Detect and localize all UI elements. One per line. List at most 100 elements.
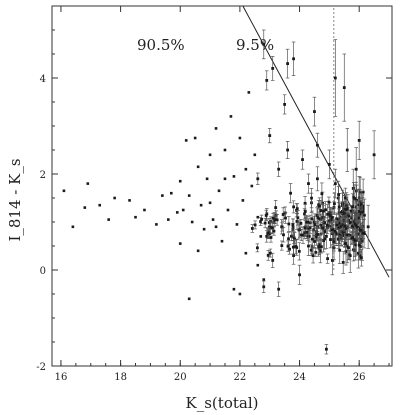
data-point bbox=[307, 234, 311, 238]
data-point bbox=[244, 251, 248, 255]
data-point bbox=[361, 231, 365, 235]
data-point bbox=[333, 229, 337, 233]
data-point bbox=[347, 253, 351, 257]
data-point bbox=[260, 218, 263, 221]
data-point bbox=[312, 220, 316, 224]
data-point bbox=[332, 240, 336, 244]
data-point bbox=[305, 230, 309, 234]
data-point bbox=[352, 238, 355, 241]
data-point bbox=[343, 212, 347, 215]
data-point bbox=[366, 225, 370, 229]
data-point bbox=[303, 201, 307, 205]
data-point bbox=[214, 225, 218, 229]
data-point bbox=[220, 239, 224, 243]
data-point bbox=[344, 250, 348, 253]
data-point bbox=[318, 204, 321, 208]
data-point bbox=[311, 254, 315, 258]
data-point bbox=[190, 220, 194, 224]
data-point bbox=[342, 86, 346, 89]
data-point bbox=[354, 243, 358, 247]
data-point bbox=[250, 184, 254, 188]
x-tick-label: 24 bbox=[293, 372, 306, 383]
data-point bbox=[315, 214, 319, 217]
data-point bbox=[356, 232, 360, 236]
data-point bbox=[303, 212, 306, 216]
data-point bbox=[291, 223, 295, 227]
data-point bbox=[269, 236, 273, 239]
y-tick-label: 2 bbox=[40, 170, 46, 181]
data-point bbox=[344, 196, 347, 200]
data-point bbox=[113, 196, 116, 200]
data-point bbox=[307, 244, 310, 248]
data-point bbox=[353, 218, 357, 222]
data-point bbox=[262, 278, 266, 281]
data-point bbox=[354, 189, 358, 193]
data-point bbox=[284, 216, 287, 220]
data-point bbox=[345, 244, 349, 248]
data-point bbox=[337, 205, 341, 209]
data-point bbox=[62, 189, 66, 193]
data-point bbox=[338, 248, 342, 252]
data-point bbox=[355, 238, 358, 242]
data-point bbox=[208, 201, 212, 205]
annotation-right: 9.5% bbox=[236, 36, 274, 54]
data-point bbox=[328, 214, 332, 218]
data-point bbox=[344, 242, 347, 245]
data-point bbox=[235, 223, 239, 226]
data-point bbox=[256, 215, 260, 219]
data-point bbox=[323, 237, 326, 241]
data-point bbox=[353, 197, 357, 200]
data-point bbox=[178, 242, 182, 245]
data-point bbox=[361, 190, 365, 194]
data-point bbox=[196, 165, 200, 169]
data-point bbox=[335, 223, 339, 227]
data-point bbox=[354, 205, 358, 209]
data-point bbox=[71, 225, 75, 229]
data-point bbox=[313, 240, 316, 243]
data-point bbox=[238, 292, 242, 296]
data-point bbox=[343, 224, 347, 228]
data-point bbox=[286, 244, 290, 248]
data-point bbox=[347, 214, 351, 218]
data-point bbox=[327, 200, 331, 204]
data-point bbox=[250, 227, 254, 230]
data-point bbox=[372, 153, 376, 157]
data-point bbox=[358, 228, 362, 232]
data-point bbox=[325, 223, 329, 227]
data-point bbox=[358, 240, 362, 244]
data-point bbox=[211, 218, 215, 221]
data-point bbox=[320, 192, 324, 196]
data-point bbox=[306, 234, 309, 238]
data-point bbox=[299, 221, 303, 225]
data-point bbox=[256, 263, 260, 267]
data-point bbox=[310, 237, 314, 241]
data-point bbox=[346, 207, 350, 210]
x-tick-label: 22 bbox=[234, 372, 247, 383]
data-point bbox=[268, 134, 272, 137]
data-point bbox=[295, 207, 299, 211]
data-point bbox=[259, 220, 262, 223]
data-point bbox=[353, 222, 357, 226]
x-tick-label: 26 bbox=[353, 372, 366, 383]
data-point bbox=[255, 246, 259, 250]
data-point bbox=[155, 223, 158, 226]
data-point bbox=[86, 182, 90, 185]
data-point bbox=[316, 216, 320, 219]
data-point bbox=[319, 209, 323, 212]
data-point bbox=[253, 223, 257, 227]
data-point bbox=[357, 139, 361, 142]
data-point bbox=[303, 210, 307, 213]
data-point bbox=[178, 179, 182, 183]
y-axis-label: I_814 - K_s bbox=[6, 158, 24, 241]
data-point bbox=[297, 228, 301, 232]
data-point bbox=[313, 223, 317, 227]
data-point bbox=[268, 251, 272, 255]
data-point bbox=[345, 233, 349, 237]
data-point bbox=[292, 254, 295, 257]
data-point bbox=[289, 191, 292, 195]
data-point bbox=[292, 205, 296, 209]
data-point bbox=[351, 187, 355, 190]
data-point bbox=[316, 177, 319, 181]
data-point bbox=[345, 148, 349, 152]
